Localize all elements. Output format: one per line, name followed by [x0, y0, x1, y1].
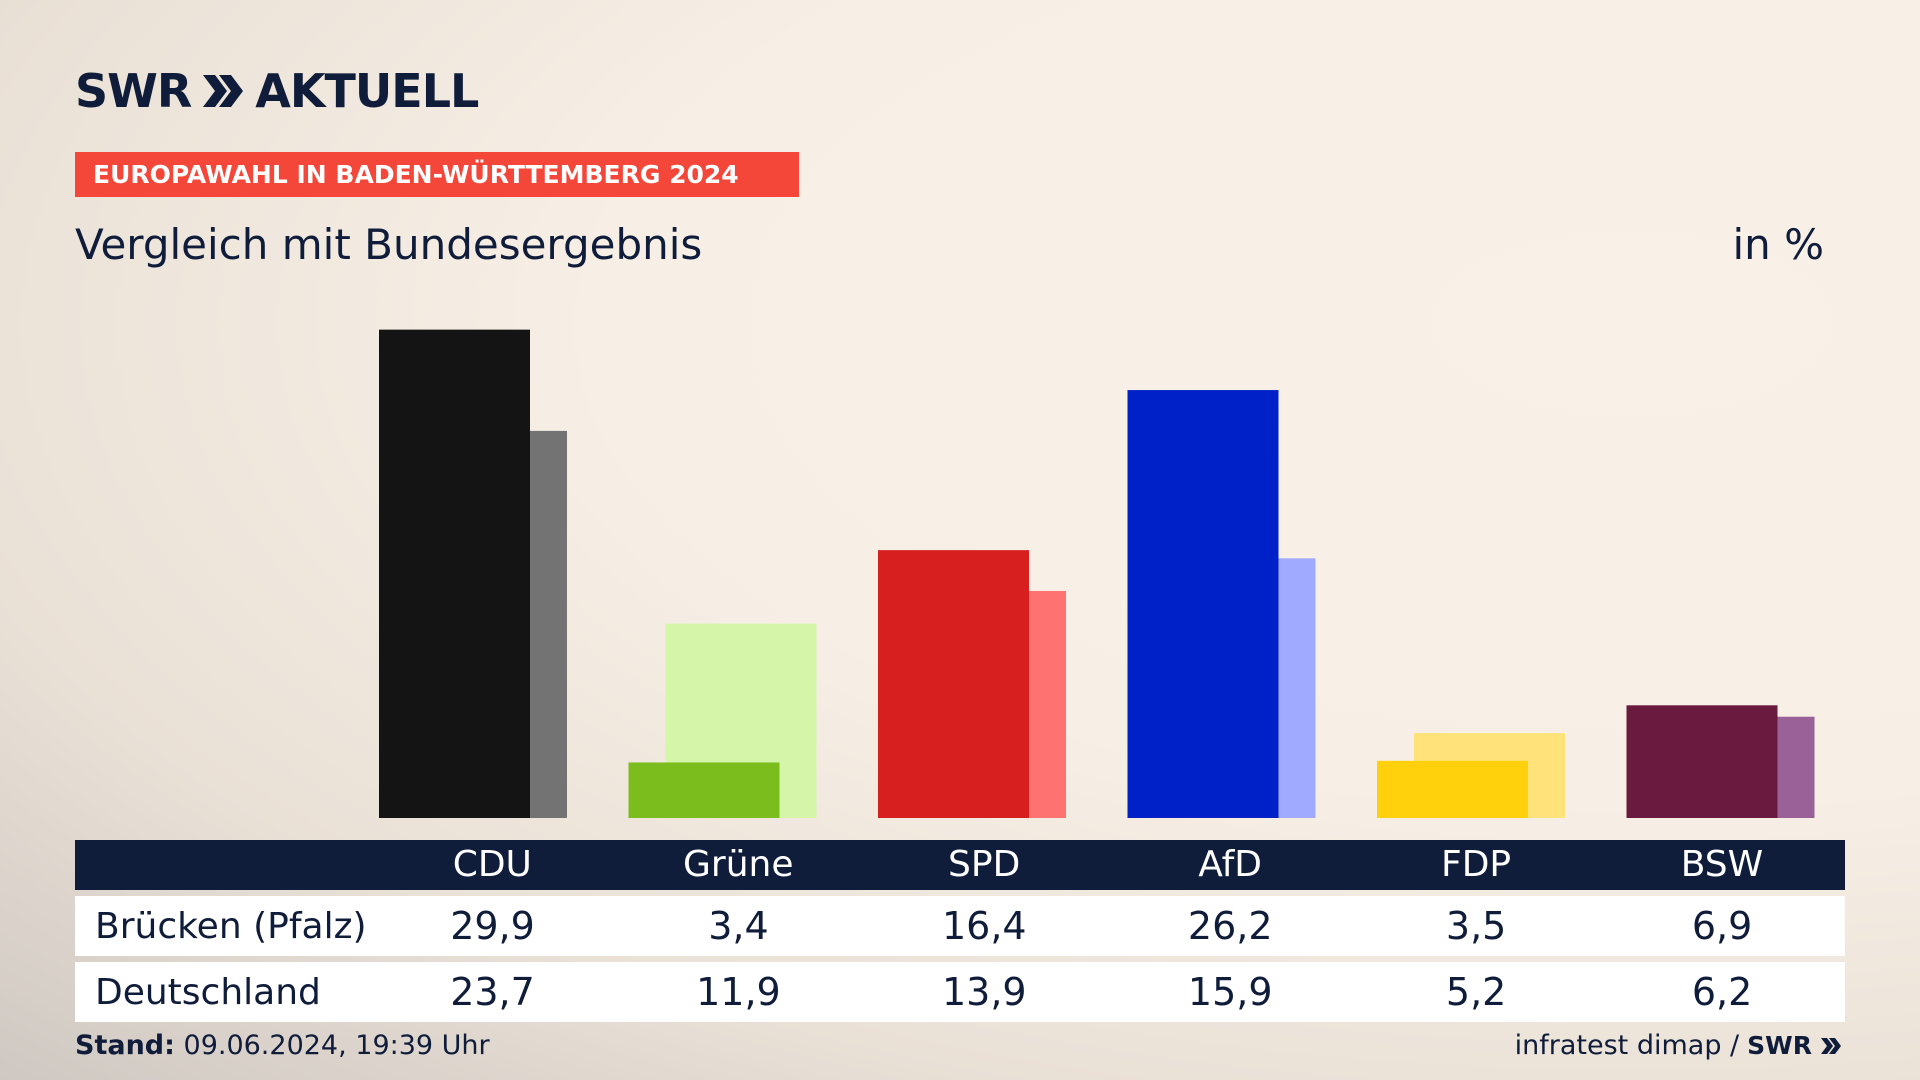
stand-value: 09.06.2024, 19:39 Uhr [183, 1030, 490, 1061]
header-cdu: CDU [452, 844, 532, 885]
header-gruene: Grüne [683, 844, 794, 885]
kicker-banner: EUROPAWAHL IN BADEN-WÜRTTEMBERG 2024 [75, 152, 799, 197]
bar-bruecken-afd [1127, 390, 1279, 818]
table-cell: 3,4 [708, 904, 769, 948]
chart-subtitle: Vergleich mit Bundesergebnis [75, 220, 703, 269]
row-label: Brücken (Pfalz) [95, 905, 367, 947]
table-cell: 15,9 [1187, 970, 1273, 1014]
table-cell: 11,9 [696, 970, 781, 1014]
brand-name: SWR [75, 64, 192, 118]
bar-bruecken-fdp [1377, 760, 1528, 818]
table-row: Deutschland 23,7 11,9 13,9 15,9 5,2 6,2 [75, 962, 1845, 1022]
table-cell: 5,2 [1445, 970, 1507, 1014]
bar-bruecken-grüne [628, 762, 780, 818]
table-header: CDU Grüne SPD AfD FDP BSW [75, 840, 1845, 890]
bar-bruecken-bsw [1626, 705, 1778, 818]
stand-label: Stand: [75, 1030, 175, 1061]
table-cell: 23,7 [450, 970, 535, 1014]
unit-label: in % [1732, 220, 1824, 269]
header-fdp: FDP [1440, 844, 1512, 885]
source-text: infratest dimap / [1514, 1030, 1740, 1061]
table-cell: 13,9 [942, 970, 1027, 1014]
results-table: CDU Grüne SPD AfD FDP BSW Brücken (Pfalz… [75, 840, 1845, 1022]
double-chevron-icon [203, 75, 244, 107]
bar-bruecken-cdu [379, 329, 530, 818]
table-cell: 29,9 [450, 904, 535, 948]
source-credit: infratest dimap / SWR [1515, 1030, 1842, 1061]
bar-bruecken-spd [878, 550, 1029, 818]
double-chevron-icon [1821, 1037, 1841, 1054]
table-cell: 3,5 [1445, 904, 1507, 948]
source-brand: SWR [1747, 1031, 1812, 1060]
header-spd: SPD [948, 844, 1021, 885]
row-label: Deutschland [95, 971, 321, 1013]
table-row: Brücken (Pfalz) 29,9 3,4 16,4 26,2 3,5 6… [75, 896, 1845, 956]
header-afd: AfD [1198, 844, 1262, 885]
swr-aktuell-logo: SWR AKTUELL [75, 64, 479, 118]
header-bsw: BSW [1680, 844, 1764, 885]
table-cell: 26,2 [1187, 904, 1273, 948]
brand-product: AKTUELL [255, 64, 479, 118]
table-cell: 16,4 [942, 904, 1027, 948]
table-cell: 6,9 [1691, 904, 1753, 948]
timestamp: Stand: 09.06.2024, 19:39 Uhr [75, 1030, 490, 1061]
bar-chart [379, 329, 1815, 818]
table-cell: 6,2 [1691, 970, 1753, 1014]
